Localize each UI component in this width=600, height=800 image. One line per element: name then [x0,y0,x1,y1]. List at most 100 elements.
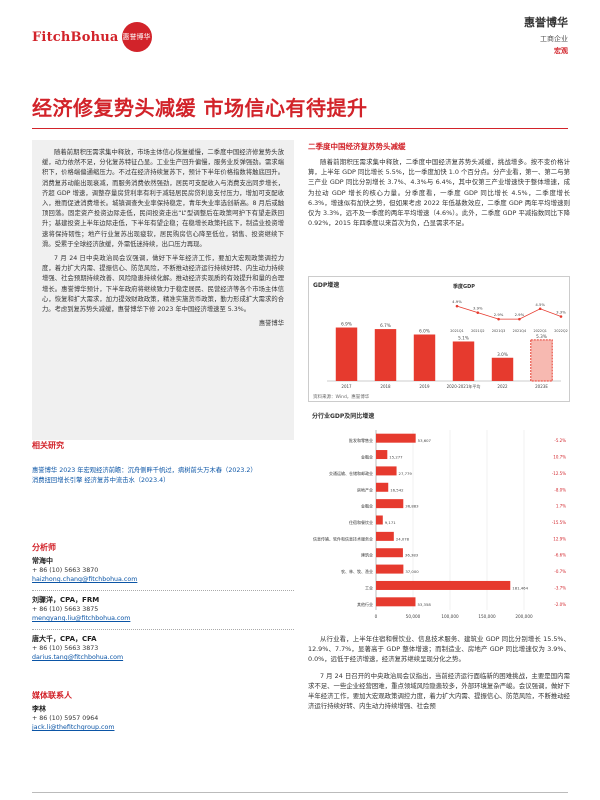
data-label: 36,883 [405,504,419,509]
contact-name: 李林 [32,705,46,713]
summary-box: 随着前期积压需求集中释放，市场主体信心恢复缓慢，二季度中国经济修复势头放缓，动力… [32,140,294,440]
related-research-list: 惠誉博华 2023 年宏观经济前瞻：沉舟侧畔千帆过，病树前头万木春（2023.2… [32,456,294,486]
bar [413,334,436,381]
inset-data-label: 4.9% [452,299,462,304]
x-tick-label: 150,000 [478,614,496,619]
media-contact-list: 李林 + 86 (10) 5957 0964 jack.li@thefitchg… [32,704,294,738]
data-label: 24,078 [396,536,410,541]
divider [32,629,294,630]
y-tick-label: 其他行业 [357,601,373,607]
growth-label: -5.2% [554,438,566,443]
related-link-2[interactable]: 消费扭回增长引擎 经济复苏中流击水（2023.4） [32,477,170,484]
inset-point [476,311,480,314]
y-tick-label: 批发和零售业 [349,437,373,443]
analyst-name: 常海中 [32,557,53,565]
bar [376,482,389,492]
growth-label: -2.0% [554,602,566,607]
x-tick-label: 0 [375,614,378,619]
data-label: 36,383 [405,553,419,558]
contact-email-link[interactable]: jack.li@thefitchgroup.com [32,724,115,731]
bar [491,357,514,381]
media-contact-card: 李林 + 86 (10) 5957 0964 jack.li@thefitchg… [32,704,294,732]
growth-label: -12.5% [552,471,566,476]
growth-label: -0.7% [554,569,566,574]
analyst-email-link[interactable]: mengyang.liu@fitchbohua.com [32,615,131,622]
org-header: 惠誉博华 工商企业 宏观 [524,14,568,56]
data-label: 5.3% [536,334,547,339]
body-paragraph-1: 随着前期积压需求集中释放，二季度中国经济复苏势头减缓，挑战增多。按不变价格计算，… [308,158,570,228]
inset-x-tick-label: 2021Q4 [513,329,526,333]
chart-title: 分行业GDP及同比增速 [312,412,374,420]
bar [376,580,511,590]
x-tick-label: 2019 [419,384,430,389]
logo-seal-icon: 惠誉博华 [121,22,152,52]
x-tick-label: 200,000 [515,614,533,619]
bar [376,450,388,460]
y-tick-label: 金融业 [361,454,373,460]
body-paragraph-2: 从行业看，上半年住宿和餐饮业、信息技术服务、建筑业 GDP 同比分别增长 15.… [308,635,570,664]
growth-label: -3.7% [554,585,566,590]
data-label: 9,171 [385,520,396,525]
fitchbohua-logo: FitchBohua 惠誉博华 [32,22,152,52]
report-category: 宏观 [554,47,568,55]
bar [374,329,397,381]
y-tick-label: 金融业 [361,503,373,509]
inset-point [559,315,563,318]
summary-paragraph-1: 随着前期积压需求集中释放，市场主体信心恢复缓慢，二季度中国经济修复势头放缓，动力… [42,149,284,248]
bar [376,499,404,509]
growth-label: 1.7% [556,504,566,509]
logo-wordmark: FitchBohua [32,29,119,45]
growth-label: -15.5% [552,520,566,525]
contact-phone: + 86 (10) 5957 0964 [32,715,99,722]
inset-title: 季度GDP [452,283,475,290]
related-link-1[interactable]: 惠誉博华 2023 年宏观经济前瞻：沉舟侧畔千帆过，病树前头万木春（2023.2… [32,467,257,474]
growth-label: 10.7% [553,455,566,460]
data-label: 53,358 [417,602,431,607]
bar [452,341,475,381]
y-tick-label: 交通运输、仓储和邮政业 [329,470,373,476]
summary-signature: 惠誉博华 [258,320,284,328]
analyst-card: 唐大千，CPA，CFA + 86 (10) 5663 3873 darius.t… [32,634,294,662]
section-heading: 二季度中国经济复苏势头减缓 [308,142,406,151]
inset-point [497,317,500,321]
analyst-name: 唐大千，CPA，CFA [32,635,97,643]
analyst-email-link[interactable]: haizhong.chang@fitchbohua.com [32,576,138,583]
analyst-phone: + 86 (10) 5663 3875 [32,606,99,613]
analyst-card: 刘骤洋，CPA，FRM + 86 (10) 5663 3875 mengyang… [32,595,294,623]
data-label: 16,542 [390,487,404,492]
inset-point [538,307,542,311]
inset-data-label: 4.5% [535,302,545,307]
growth-label: -6.6% [554,553,566,558]
data-label: 53,607 [418,438,432,443]
analyst-name: 刘骤洋，CPA，FRM [32,596,100,604]
inset-x-tick-label: 2022Q1 [533,329,546,333]
inset-point [518,317,521,321]
y-tick-label: 农、林、牧、渔业 [341,568,373,574]
y-tick-label: 房地产业 [357,486,373,492]
inset-point [455,304,459,308]
data-label: 3.0% [497,352,508,357]
growth-label: 12.9% [553,536,566,541]
data-label: 6.0% [419,329,430,334]
body-section-2: 从行业看，上半年住宿和餐饮业、信息技术服务、建筑业 GDP 同比分别增长 15.… [308,634,570,717]
data-label: 15,277 [389,455,403,460]
bar [335,327,358,381]
y-tick-label: 工业 [365,584,373,590]
y-tick-label: 住宿和餐饮业 [349,519,373,525]
inset-background [451,281,565,333]
data-label: 5.1% [458,335,469,340]
analyst-card: 常海中 + 86 (10) 5663 3870 haizhong.chang@f… [32,556,294,584]
inset-data-label: 3.9% [473,306,483,311]
y-tick-label: 建筑业 [361,552,373,558]
data-label: 181,464 [512,585,528,590]
report-title: 经济修复势头减缓 市场信心有待提升 [32,96,368,120]
data-label: 6.9% [341,322,352,327]
body-paragraph-3: 7 月 24 日召开的中央政治局会议指出，当前经济运行面临新的困难挑战，主要是国… [308,671,571,711]
analysts-heading: 分析师 [32,543,56,552]
org-sector: 工商企业 [540,35,568,43]
x-tick-label: 2020-2021年平均 [447,383,481,389]
analyst-email-link[interactable]: darius.tang@fitchbohua.com [32,654,124,661]
inset-x-tick-label: 2021Q1 [450,329,463,333]
analysts-list: 常海中 + 86 (10) 5663 3870 haizhong.chang@f… [32,556,294,668]
bar [376,531,394,541]
